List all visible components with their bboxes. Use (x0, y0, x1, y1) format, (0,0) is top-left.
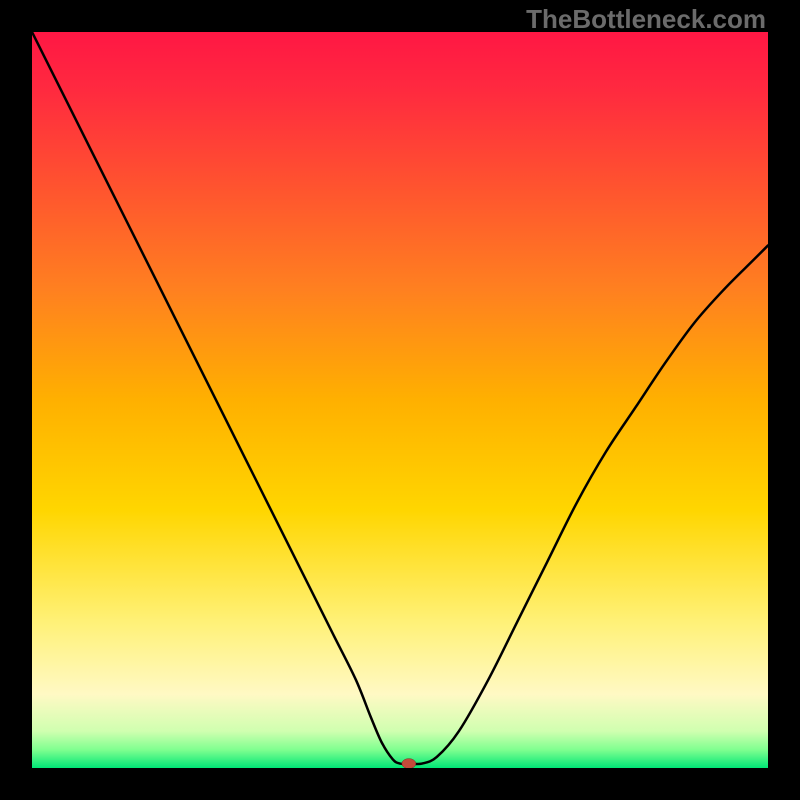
chart-frame: TheBottleneck.com (0, 0, 800, 800)
gradient-background (32, 32, 768, 768)
optimum-marker (402, 759, 416, 768)
watermark-text: TheBottleneck.com (526, 4, 766, 35)
bottleneck-curve-plot (32, 32, 768, 768)
